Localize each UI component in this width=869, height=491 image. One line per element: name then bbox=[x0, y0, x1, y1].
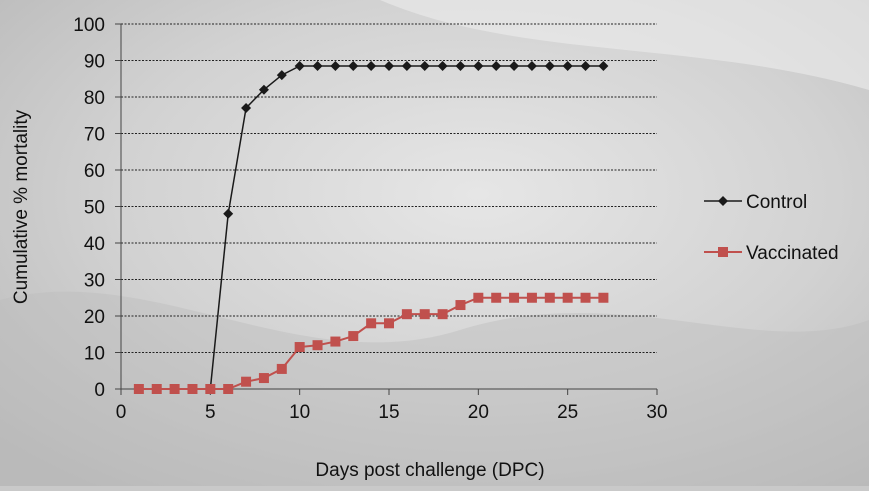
point-control-22 bbox=[509, 60, 520, 71]
point-control-7 bbox=[241, 102, 252, 113]
point-vaccinated-24 bbox=[544, 292, 555, 303]
point-control-15 bbox=[384, 60, 394, 71]
point-control-12 bbox=[330, 60, 341, 71]
point-vaccinated-13 bbox=[348, 331, 359, 342]
legend-marker-vaccinated bbox=[718, 247, 728, 257]
point-vaccinated-2 bbox=[151, 384, 162, 394]
legend-item-control: Control bbox=[704, 192, 807, 213]
y-tick-label-80: 80 bbox=[84, 88, 105, 109]
point-vaccinated-27 bbox=[598, 292, 609, 303]
point-control-23 bbox=[526, 60, 537, 71]
x-tick-label-25: 25 bbox=[557, 402, 578, 423]
x-tick-label-0: 0 bbox=[116, 402, 127, 423]
point-control-8 bbox=[258, 84, 269, 95]
point-vaccinated-9 bbox=[276, 363, 287, 374]
point-vaccinated-11 bbox=[312, 340, 323, 351]
point-vaccinated-26 bbox=[580, 292, 591, 303]
y-tick-label-40: 40 bbox=[84, 234, 105, 255]
point-vaccinated-15 bbox=[384, 318, 394, 329]
point-vaccinated-7 bbox=[241, 376, 252, 387]
legend: Control Vaccinated bbox=[704, 192, 839, 264]
x-tick-label-10: 10 bbox=[289, 402, 310, 423]
gridlines bbox=[121, 23, 657, 353]
point-control-27 bbox=[598, 60, 609, 71]
point-control-11 bbox=[312, 60, 323, 71]
point-vaccinated-1 bbox=[133, 384, 144, 394]
x-tick-label-30: 30 bbox=[646, 402, 667, 423]
point-vaccinated-20 bbox=[473, 292, 484, 303]
point-vaccinated-16 bbox=[401, 309, 412, 320]
data-series bbox=[133, 60, 609, 394]
point-vaccinated-22 bbox=[509, 292, 520, 303]
y-tick-label-100: 100 bbox=[73, 15, 105, 36]
y-tick-label-30: 30 bbox=[84, 271, 105, 292]
point-control-18 bbox=[437, 60, 448, 71]
point-control-24 bbox=[544, 60, 555, 71]
point-control-17 bbox=[419, 60, 430, 71]
point-vaccinated-12 bbox=[330, 336, 341, 347]
y-axis-label: Cumulative % mortality bbox=[11, 109, 32, 304]
x-tick-label-20: 20 bbox=[468, 402, 489, 423]
point-control-16 bbox=[401, 60, 412, 71]
point-control-26 bbox=[580, 60, 591, 71]
x-axis-label: Days post challenge (DPC) bbox=[315, 460, 544, 481]
y-tick-label-60: 60 bbox=[84, 161, 105, 182]
point-vaccinated-17 bbox=[419, 309, 430, 320]
legend-label-vaccinated: Vaccinated bbox=[746, 243, 839, 264]
point-control-6 bbox=[223, 208, 234, 219]
point-control-10 bbox=[294, 60, 305, 71]
y-tick-label-90: 90 bbox=[84, 52, 105, 73]
point-vaccinated-25 bbox=[562, 292, 573, 303]
background-highlight bbox=[380, 0, 869, 90]
point-control-25 bbox=[562, 60, 573, 71]
point-vaccinated-4 bbox=[187, 384, 198, 394]
y-tick-label-10: 10 bbox=[84, 344, 105, 365]
point-vaccinated-3 bbox=[169, 384, 180, 394]
point-control-9 bbox=[276, 70, 287, 81]
point-vaccinated-6 bbox=[223, 384, 234, 394]
point-vaccinated-5 bbox=[205, 384, 216, 394]
point-control-20 bbox=[473, 60, 484, 71]
y-tick-label-50: 50 bbox=[84, 198, 105, 219]
legend-item-vaccinated: Vaccinated bbox=[704, 243, 839, 264]
point-control-14 bbox=[366, 60, 377, 71]
series-vaccinated bbox=[133, 292, 609, 394]
point-vaccinated-19 bbox=[455, 300, 466, 311]
point-vaccinated-10 bbox=[294, 342, 305, 353]
y-tick-label-70: 70 bbox=[84, 125, 105, 146]
point-vaccinated-8 bbox=[258, 373, 269, 384]
point-vaccinated-23 bbox=[526, 292, 537, 303]
point-control-21 bbox=[491, 60, 502, 71]
point-vaccinated-21 bbox=[491, 292, 502, 303]
x-tick-label-5: 5 bbox=[205, 402, 216, 423]
point-vaccinated-18 bbox=[437, 309, 448, 320]
y-tick-label-0: 0 bbox=[94, 380, 105, 401]
point-control-13 bbox=[348, 60, 359, 71]
point-vaccinated-14 bbox=[366, 318, 377, 329]
legend-label-control: Control bbox=[746, 192, 807, 213]
point-control-19 bbox=[455, 60, 466, 71]
legend-marker-control bbox=[718, 196, 728, 206]
y-tick-label-20: 20 bbox=[84, 307, 105, 328]
x-tick-label-15: 15 bbox=[378, 402, 399, 423]
